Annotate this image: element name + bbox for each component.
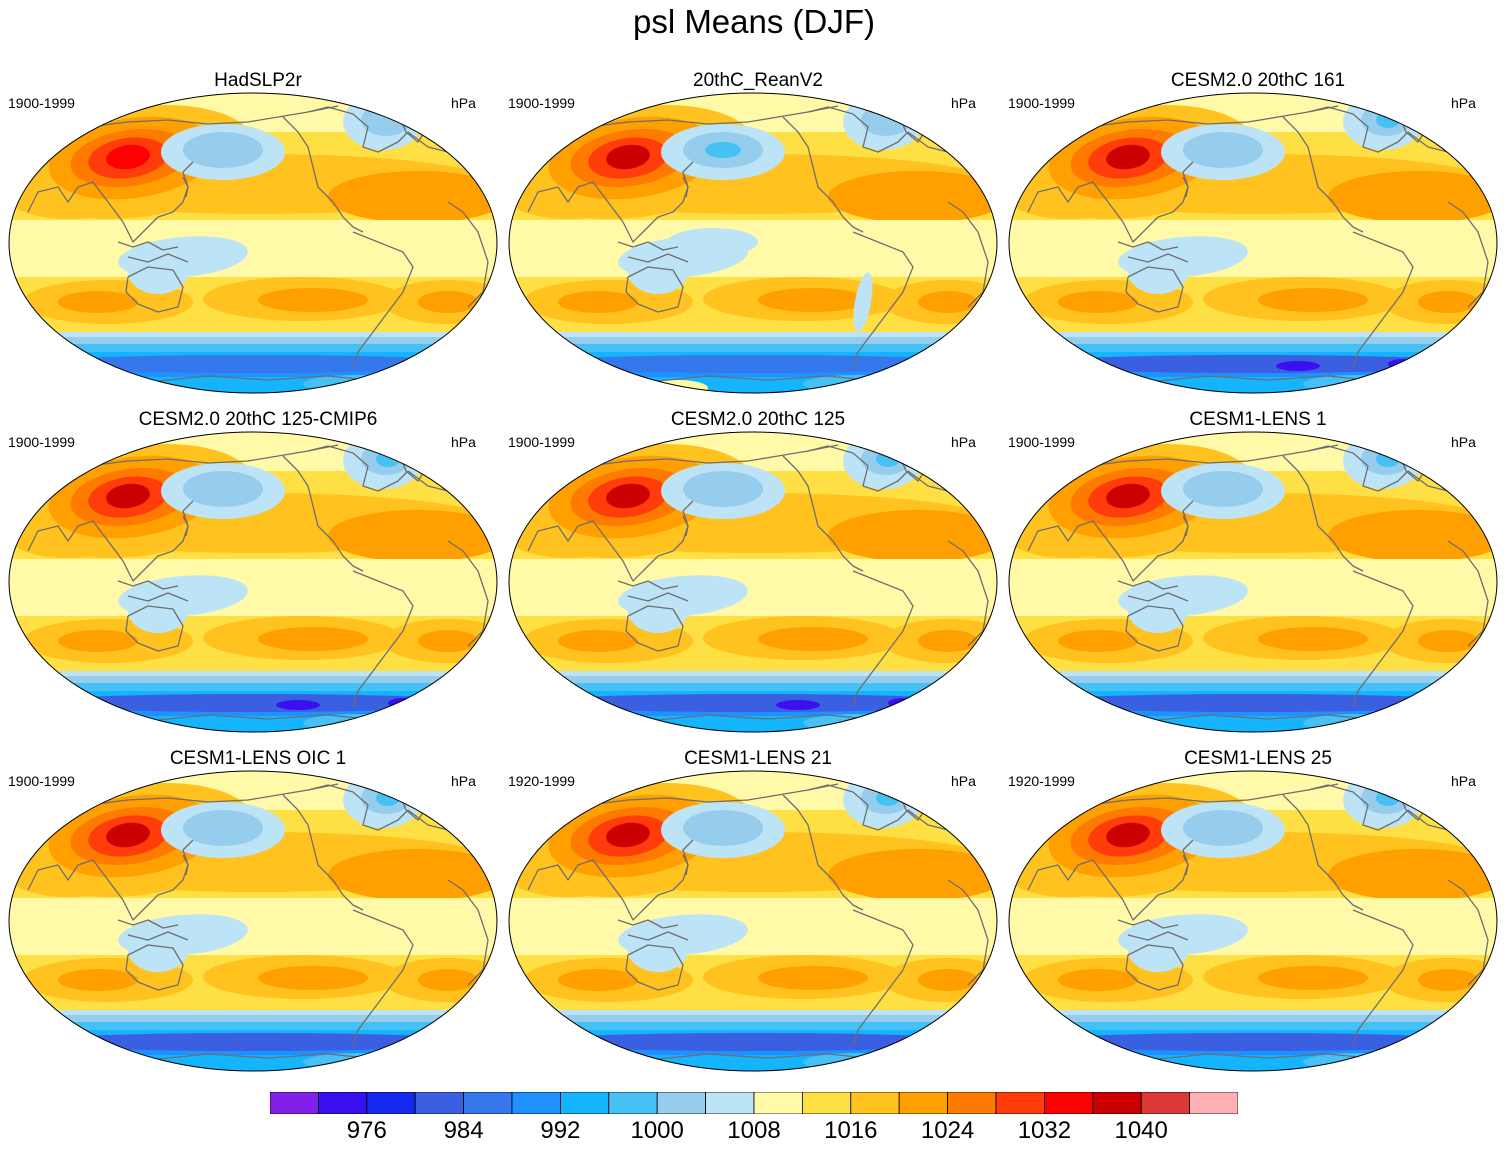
map-panel: CESM1-LENS 21 1920-1999 hPa [508, 748, 1008, 1072]
panel-units: hPa [451, 773, 476, 789]
panel-period: 1900-1999 [508, 434, 575, 450]
colorbar-swatch [1092, 1092, 1142, 1114]
colorbar [270, 1092, 1238, 1114]
map-panel: CESM2.0 20thC 161 1900-1999 hPa [1008, 70, 1508, 394]
map-plot [8, 431, 498, 733]
colorbar-label: 992 [540, 1117, 581, 1144]
colorbar-label: 1000 [630, 1117, 684, 1144]
map-plot [1008, 770, 1498, 1072]
figure-title: psl Means (DJF) [632, 3, 876, 40]
panel-title: CESM1-LENS 25 [1184, 748, 1332, 769]
colorbar-label: 976 [346, 1117, 387, 1144]
map-panel: CESM2.0 20thC 125 1900-1999 hPa [508, 409, 1008, 733]
map-panel: CESM1-LENS OIC 1 1900-1999 hPa [8, 748, 508, 1072]
colorbar-swatch [366, 1092, 416, 1114]
map-plot [1008, 92, 1498, 394]
colorbar-swatch [995, 1092, 1045, 1114]
panel-title: CESM1-LENS 21 [684, 748, 832, 769]
map-plot [8, 770, 498, 1072]
panel-period: 1900-1999 [1008, 95, 1075, 111]
colorbar-swatch [1189, 1092, 1238, 1114]
panel-period: 1900-1999 [8, 773, 75, 789]
panel-units: hPa [1451, 95, 1476, 111]
colorbar-swatch [608, 1092, 658, 1114]
panel-period: 1920-1999 [1008, 773, 1075, 789]
panel-period: 1900-1999 [8, 434, 75, 450]
colorbar-swatch [511, 1092, 561, 1114]
panel-title: CESM2.0 20thC 161 [1170, 70, 1346, 91]
colorbar-swatch [802, 1092, 852, 1114]
colorbar-label: 1024 [920, 1117, 975, 1144]
colorbar-swatch [559, 1092, 610, 1114]
panel-title: HadSLP2r [214, 70, 302, 91]
colorbar-swatch [270, 1092, 319, 1114]
map-panel: CESM2.0 20thC 125-CMIP6 1900-1999 hPa [8, 409, 508, 733]
colorbar-label: 1040 [1114, 1117, 1168, 1144]
colorbar-swatch [1140, 1092, 1191, 1114]
colorbar-label: 1032 [1017, 1117, 1072, 1144]
colorbar-label: 1016 [824, 1117, 878, 1144]
colorbar-swatch [947, 1092, 997, 1114]
panel-units: hPa [1451, 773, 1476, 789]
panel-title: CESM2.0 20thC 125-CMIP6 [138, 409, 378, 430]
panel-units: hPa [451, 434, 476, 450]
panel-units: hPa [951, 773, 976, 789]
map-panel: CESM1-LENS 1 1900-1999 hPa [1008, 409, 1508, 733]
colorbar-labels: 976 984 992 1000 1008 1016 1024 1032 1040 [0, 1116, 1508, 1146]
colorbar-swatch [705, 1092, 755, 1114]
map-panel: HadSLP2r 1900-1999 hPa [8, 70, 508, 394]
colorbar-swatch [1044, 1092, 1094, 1114]
map-panel: 20thC_ReanV2 1900-1999 hPa [508, 70, 1008, 394]
panel-period: 1900-1999 [8, 95, 75, 111]
colorbar-swatch [656, 1092, 707, 1114]
panel-period: 1900-1999 [1008, 434, 1075, 450]
panel-title: CESM2.0 20thC 125 [670, 409, 846, 430]
map-plot [1008, 431, 1498, 733]
map-plot [508, 92, 998, 394]
colorbar-swatch [753, 1092, 803, 1114]
panel-title: CESM1-LENS 1 [1189, 409, 1327, 430]
map-plot [508, 431, 998, 733]
map-plot [8, 92, 498, 394]
colorbar-swatch [850, 1092, 900, 1114]
map-panel: CESM1-LENS 25 1920-1999 hPa [1008, 748, 1508, 1072]
panel-title: CESM1-LENS OIC 1 [169, 748, 347, 769]
colorbar-swatch [463, 1092, 513, 1114]
map-plot [508, 770, 998, 1072]
colorbar-swatch [318, 1092, 368, 1114]
panel-units: hPa [951, 434, 976, 450]
colorbar-swatch [898, 1092, 949, 1114]
panel-units: hPa [951, 95, 976, 111]
colorbar-label: 984 [443, 1117, 484, 1144]
colorbar-swatch [414, 1092, 464, 1114]
panel-units: hPa [1451, 434, 1476, 450]
panel-units: hPa [451, 95, 476, 111]
colorbar-label: 1008 [727, 1117, 781, 1144]
panel-title: 20thC_ReanV2 [693, 70, 823, 91]
panel-period: 1900-1999 [508, 95, 575, 111]
panel-period: 1920-1999 [508, 773, 575, 789]
